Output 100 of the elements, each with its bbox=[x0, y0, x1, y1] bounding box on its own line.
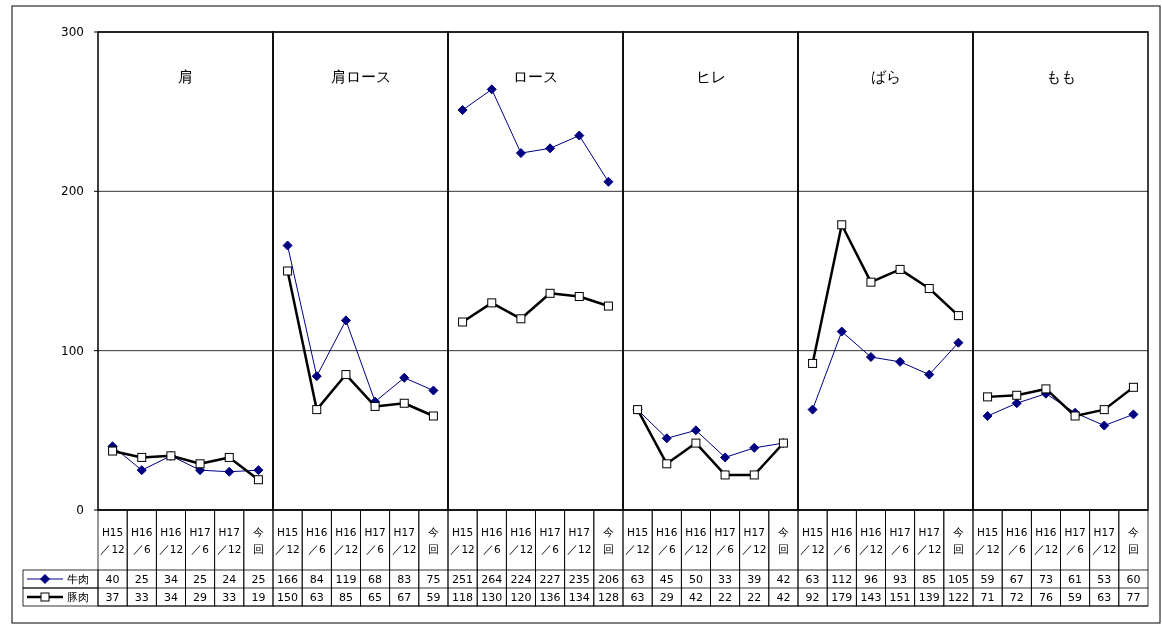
text: ばら bbox=[870, 68, 901, 86]
data-label: 85 bbox=[922, 573, 937, 586]
x-tick-label: H16／6 bbox=[306, 526, 328, 555]
data-label: 105 bbox=[947, 573, 969, 586]
data-label: 34 bbox=[163, 591, 178, 604]
data-label: 264 bbox=[481, 573, 503, 586]
data-label: 112 bbox=[831, 573, 853, 586]
data-label: 59 bbox=[980, 573, 995, 586]
x-tick-label: H17／6 bbox=[1064, 526, 1086, 555]
data-label: 42 bbox=[776, 591, 791, 604]
data-label: 166 bbox=[277, 573, 299, 586]
x-tick-label: H16／6 bbox=[1006, 526, 1028, 555]
data-label: 143 bbox=[860, 591, 882, 604]
x-tick-label: H15／12 bbox=[450, 526, 475, 555]
data-label: 25 bbox=[193, 573, 208, 586]
x-tick-label: H16／12 bbox=[1033, 526, 1059, 555]
data-label: 67 bbox=[1009, 573, 1024, 586]
data-label: 63 bbox=[805, 573, 820, 586]
data-label: 227 bbox=[539, 573, 561, 586]
data-label: 29 bbox=[193, 591, 208, 604]
x-tick-label: H17／12 bbox=[217, 526, 242, 555]
data-label: 37 bbox=[105, 591, 120, 604]
legend-label: 豚肉 bbox=[67, 591, 89, 604]
data-label: 68 bbox=[368, 573, 383, 586]
data-label: 42 bbox=[688, 591, 703, 604]
data-label: 224 bbox=[510, 573, 532, 586]
data-label: 128 bbox=[597, 591, 619, 604]
data-label: 50 bbox=[688, 573, 703, 586]
data-label: 63 bbox=[309, 591, 324, 604]
x-tick-label: H17／6 bbox=[364, 526, 386, 555]
x-tick-label: H16／12 bbox=[858, 526, 884, 555]
data-label: 34 bbox=[163, 573, 178, 586]
x-tick-label: H16／12 bbox=[333, 526, 359, 555]
data-label: 73 bbox=[1038, 573, 1053, 586]
x-tick-label: 今回 bbox=[1127, 526, 1139, 555]
data-label: 119 bbox=[335, 573, 357, 586]
data-label: 33 bbox=[134, 591, 149, 604]
data-label: 122 bbox=[947, 591, 969, 604]
data-label: 77 bbox=[1126, 591, 1141, 604]
y-tick-label: 100 bbox=[61, 343, 84, 358]
data-label: 179 bbox=[831, 591, 853, 604]
x-tick-label: H17／6 bbox=[889, 526, 911, 555]
x-tick-label: H17／12 bbox=[742, 526, 767, 555]
x-tick-label: H15／12 bbox=[275, 526, 300, 555]
data-label: 53 bbox=[1097, 573, 1112, 586]
x-tick-label: 今回 bbox=[427, 526, 439, 555]
data-label: 83 bbox=[397, 573, 412, 586]
data-label: 96 bbox=[863, 573, 878, 586]
data-label: 93 bbox=[893, 573, 908, 586]
data-label: 150 bbox=[277, 591, 299, 604]
data-label: 24 bbox=[222, 573, 237, 586]
data-label: 67 bbox=[397, 591, 412, 604]
data-label: 42 bbox=[776, 573, 791, 586]
y-tick-label: 200 bbox=[61, 184, 84, 199]
legend-label: 牛肉 bbox=[67, 573, 89, 586]
text: ロース bbox=[513, 68, 558, 86]
x-tick-label: H16／6 bbox=[831, 526, 853, 555]
data-label: 33 bbox=[718, 573, 733, 586]
x-tick-label: H17／12 bbox=[917, 526, 942, 555]
data-label: 63 bbox=[630, 591, 645, 604]
y-tick-label: 300 bbox=[61, 25, 84, 39]
data-label: 25 bbox=[251, 573, 266, 586]
data-label: 63 bbox=[630, 573, 645, 586]
text: 肩ロース bbox=[330, 68, 391, 86]
data-label: 59 bbox=[1068, 591, 1083, 604]
x-tick-label: H16／12 bbox=[508, 526, 534, 555]
data-label: 59 bbox=[426, 591, 441, 604]
x-tick-label: H17／6 bbox=[189, 526, 211, 555]
text: 肩 bbox=[178, 68, 193, 86]
data-label: 139 bbox=[918, 591, 940, 604]
x-tick-label: H17／6 bbox=[714, 526, 736, 555]
data-label: 120 bbox=[510, 591, 532, 604]
x-tick-label: H17／6 bbox=[539, 526, 561, 555]
data-label: 235 bbox=[568, 573, 590, 586]
x-tick-label: H16／12 bbox=[158, 526, 184, 555]
data-label: 136 bbox=[539, 591, 561, 604]
x-tick-label: H15／12 bbox=[975, 526, 1000, 555]
data-label: 71 bbox=[980, 591, 995, 604]
data-label: 151 bbox=[889, 591, 911, 604]
x-tick-label: H16／6 bbox=[481, 526, 503, 555]
data-label: 76 bbox=[1038, 591, 1053, 604]
x-tick-label: H15／12 bbox=[625, 526, 650, 555]
x-tick-label: 今回 bbox=[602, 526, 614, 555]
data-label: 61 bbox=[1068, 573, 1083, 586]
x-tick-label: H15／12 bbox=[100, 526, 125, 555]
data-label: 84 bbox=[309, 573, 324, 586]
data-label: 45 bbox=[659, 573, 674, 586]
data-label: 118 bbox=[452, 591, 474, 604]
data-label: 85 bbox=[338, 591, 353, 604]
data-label: 22 bbox=[747, 591, 762, 604]
data-label: 33 bbox=[222, 591, 237, 604]
x-tick-label: H16／6 bbox=[131, 526, 153, 555]
data-label: 75 bbox=[426, 573, 441, 586]
data-label: 206 bbox=[597, 573, 619, 586]
data-label: 25 bbox=[134, 573, 149, 586]
data-label: 65 bbox=[368, 591, 383, 604]
data-label: 63 bbox=[1097, 591, 1112, 604]
data-label: 134 bbox=[568, 591, 590, 604]
x-tick-label: 今回 bbox=[952, 526, 964, 555]
x-tick-label: H17／12 bbox=[392, 526, 417, 555]
